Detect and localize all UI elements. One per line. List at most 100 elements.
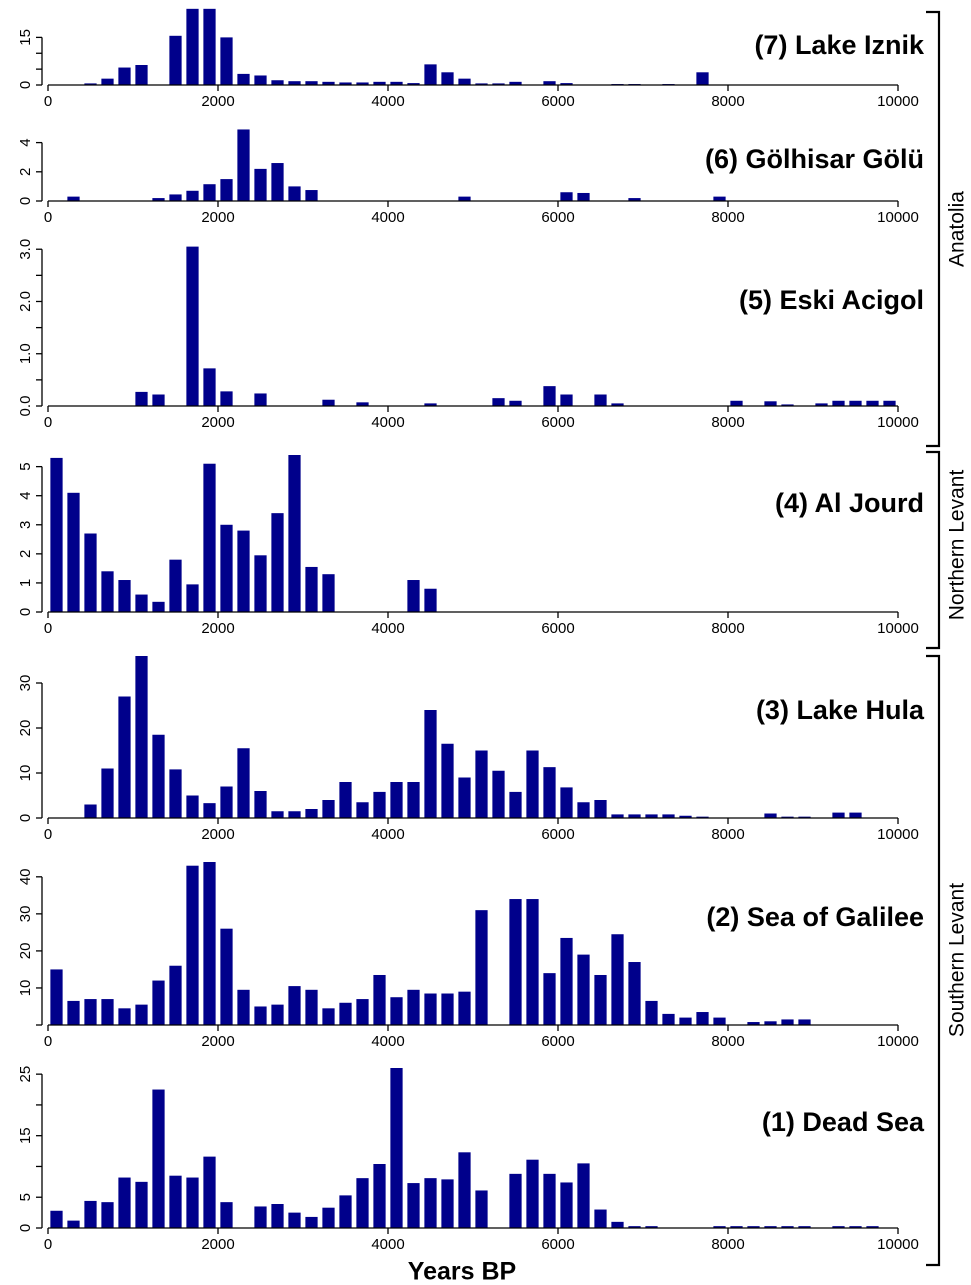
bar	[152, 394, 165, 406]
bar	[815, 403, 828, 406]
bar	[526, 1159, 539, 1228]
x-tick-label: 4000	[371, 1236, 404, 1253]
panel-7: 0 2000 4000 6000 8000 10000 0 5 15 25 (1) Dead Sea	[17, 1066, 925, 1253]
bar	[305, 989, 318, 1025]
panel-6: 0 2000 4000 6000 8000 10000 10 20 30 40 (2) Sea of…	[17, 862, 924, 1050]
x-tick-label: 10000	[877, 93, 919, 110]
y-tick-label: 0	[17, 197, 34, 205]
bar	[781, 404, 794, 406]
bar	[441, 993, 454, 1025]
y-tick-label: 1	[17, 579, 34, 587]
x-tick-label: 10000	[877, 209, 919, 226]
x-tick-label: 4000	[371, 826, 404, 843]
bar	[883, 400, 896, 406]
panel-title: (2) Sea of Galilee	[706, 902, 924, 932]
bar	[594, 800, 607, 818]
bar	[611, 403, 624, 406]
bar	[866, 400, 879, 406]
y-tick-label: 3.0	[17, 239, 34, 260]
y-tick-label: 25	[17, 1066, 34, 1083]
bar	[628, 198, 641, 201]
group-bracket: Southern Levant	[926, 654, 969, 1267]
bar	[849, 400, 862, 406]
bar	[390, 81, 403, 85]
y-tick-label: 0	[17, 608, 34, 616]
bar	[832, 1226, 845, 1228]
x-tick-label: 4000	[371, 620, 404, 637]
bar	[84, 999, 97, 1025]
x-tick-label: 4000	[371, 93, 404, 110]
bar	[186, 865, 199, 1025]
bar	[832, 812, 845, 818]
bar	[458, 777, 471, 818]
bar	[84, 1200, 97, 1228]
bar	[441, 1179, 454, 1228]
bar	[475, 910, 488, 1025]
x-tick-label: 6000	[541, 209, 574, 226]
panel-title: (5) Eski Acigol	[739, 285, 924, 315]
bar	[305, 1216, 318, 1228]
bar	[509, 400, 522, 406]
bar	[764, 813, 777, 818]
bar	[560, 1182, 573, 1228]
bar	[407, 782, 420, 818]
x-tick-label: 2000	[201, 209, 234, 226]
y-tick-label: 3	[17, 521, 34, 529]
panel-1: 0 2000 4000 6000 8000 10000 0 15 (7) Lake Iznik	[17, 8, 925, 110]
group-bracket: Anatolia	[926, 10, 969, 448]
bar	[781, 1019, 794, 1025]
bar	[407, 580, 420, 612]
bar	[67, 492, 80, 612]
bar	[135, 1004, 148, 1026]
panel-5: 0 2000 4000 6000 8000 10000 0 10 20 30 (3) Lake Hu…	[17, 656, 925, 843]
x-tick-label: 0	[44, 414, 52, 431]
bar	[696, 1012, 709, 1025]
bar	[645, 1000, 658, 1025]
bar	[628, 1226, 641, 1228]
bar	[101, 78, 114, 85]
x-tick-label: 8000	[711, 209, 744, 226]
bar	[475, 1190, 488, 1228]
bar	[764, 1021, 777, 1025]
y-tick-label: 5	[17, 1193, 34, 1201]
bar	[458, 196, 471, 201]
bar	[713, 1017, 726, 1025]
y-tick-label: 2.0	[17, 291, 34, 312]
bar	[152, 1089, 165, 1228]
group-bracket: Northern Levant	[926, 450, 969, 650]
bar	[356, 402, 369, 406]
x-tick-label: 2000	[201, 620, 234, 637]
bar	[424, 993, 437, 1025]
y-tick-label: 2	[17, 168, 34, 176]
bar	[271, 1204, 284, 1228]
panel-title: (7) Lake Iznik	[754, 30, 925, 60]
bar	[152, 601, 165, 612]
bar	[101, 999, 114, 1025]
bar	[441, 72, 454, 85]
region-label: Northern Levant	[946, 470, 969, 621]
bar	[322, 81, 335, 85]
bar	[458, 991, 471, 1025]
bar	[271, 163, 284, 201]
x-tick-label: 0	[44, 1033, 52, 1050]
bar	[492, 398, 505, 406]
bar	[475, 750, 488, 818]
bar	[713, 1226, 726, 1228]
bar	[849, 812, 862, 818]
panel-title: (4) Al Jourd	[775, 488, 924, 518]
region-label: Anatolia	[946, 191, 969, 267]
bar	[118, 1008, 131, 1025]
bar	[645, 814, 658, 818]
bar	[390, 997, 403, 1025]
bar	[118, 1177, 131, 1228]
bar	[186, 8, 199, 85]
bar	[50, 457, 63, 612]
bar	[237, 530, 250, 612]
bar	[186, 246, 199, 406]
bar	[203, 8, 216, 85]
bar	[152, 980, 165, 1025]
region-label: Southern Levant	[946, 883, 969, 1037]
bar	[237, 129, 250, 201]
panel-title: (6) Gölhisar Gölü	[705, 144, 924, 174]
bar	[101, 571, 114, 612]
